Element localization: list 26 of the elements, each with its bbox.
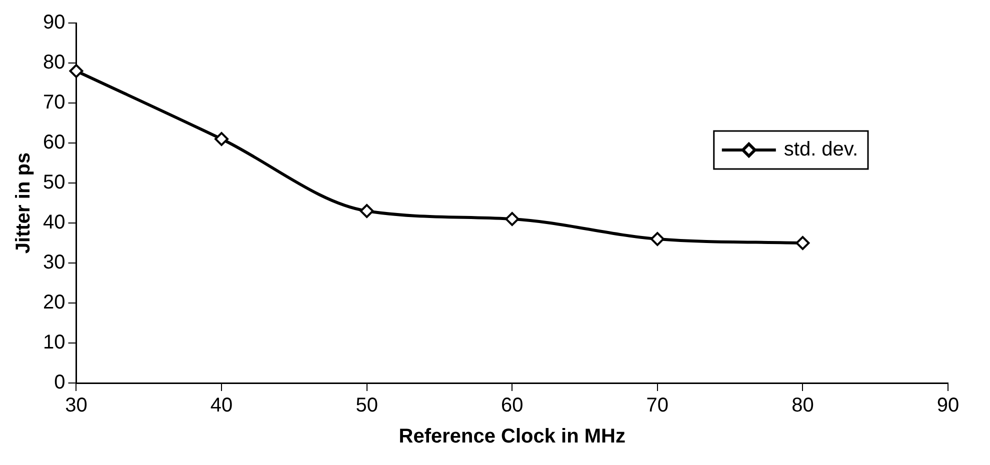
x-tick-label: 70 bbox=[646, 394, 669, 417]
y-tick-label: 90 bbox=[42, 12, 66, 34]
x-tick-label: 90 bbox=[936, 394, 960, 417]
x-tick-label: 50 bbox=[356, 394, 378, 417]
point bbox=[69, 64, 84, 78]
point bbox=[360, 204, 374, 218]
y-tick-label: 60 bbox=[42, 132, 66, 154]
y-tick-label: 80 bbox=[42, 52, 66, 74]
x-tick-label: 40 bbox=[210, 394, 233, 417]
y-tick-label: 0 bbox=[54, 372, 66, 394]
y-axis-title: Jitter in ps bbox=[12, 152, 35, 254]
y-tick-label: 40 bbox=[42, 212, 66, 234]
x-tick-label: 80 bbox=[792, 394, 814, 417]
legend-label: std. dev. bbox=[784, 138, 858, 161]
y-tick-label: 10 bbox=[42, 332, 66, 354]
x-tick-label: 60 bbox=[501, 394, 524, 417]
y-tick-label: 30 bbox=[42, 252, 66, 274]
point bbox=[214, 132, 229, 146]
y-tick-label: 20 bbox=[42, 292, 66, 314]
y-tick-label: 70 bbox=[42, 92, 66, 114]
x-tick-label: 30 bbox=[65, 394, 88, 417]
point bbox=[650, 232, 664, 246]
y-tick-label: 50 bbox=[42, 172, 66, 194]
x-axis-title: Reference Clock in MHz bbox=[398, 426, 626, 448]
point bbox=[505, 212, 520, 226]
point bbox=[796, 236, 810, 250]
